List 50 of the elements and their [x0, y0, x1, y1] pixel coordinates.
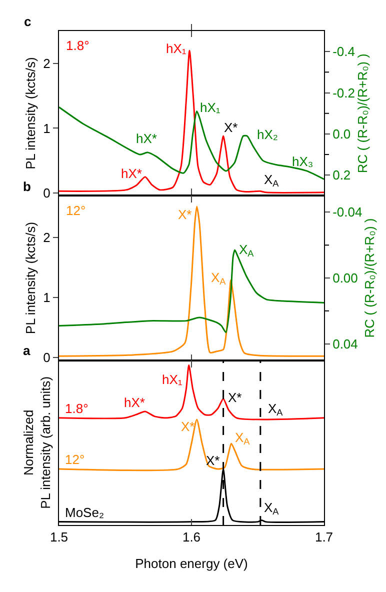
- y2-tick-label: -0.04: [332, 204, 362, 220]
- y-tick-label: 0: [43, 350, 50, 365]
- text: 1.8°: [66, 38, 90, 53]
- annotation: hX*: [124, 395, 145, 410]
- series-label: 12°: [65, 452, 85, 467]
- annotation: hX*: [121, 166, 142, 181]
- annotation: X$_{A}$: [264, 500, 280, 517]
- annotation: X$_{A}$: [235, 430, 251, 447]
- chart-title: c: [24, 14, 32, 29]
- x-tick-label: 1.6: [182, 530, 201, 545]
- y2-tick-label: -0.4: [332, 44, 356, 60]
- y-tick-label: 0: [43, 186, 50, 201]
- line-series: [59, 206, 324, 357]
- annotation: hX₁: [200, 100, 221, 115]
- annotation: X$_{A}$: [268, 401, 284, 418]
- series-label: MoSe₂: [65, 505, 104, 520]
- y-tick-label: 1: [43, 120, 50, 136]
- y-tick-label: 2: [43, 230, 50, 246]
- y2-axis-title: RC ( (R-R₀)/(R+R₀) ): [362, 218, 378, 338]
- annotation: X*: [228, 390, 242, 405]
- y2-tick-label: 0.00: [332, 270, 358, 286]
- y2-tick-label: 0.0: [332, 126, 351, 142]
- annotation: X$_{A}$: [211, 270, 227, 287]
- annotation: hX₁: [162, 372, 183, 387]
- y-tick-label: 1: [43, 290, 50, 306]
- annotation: X*: [206, 453, 220, 468]
- x-axis-title: Photon energy (eV): [135, 556, 248, 572]
- y-axis-title: PL intensity (kcts/s): [23, 57, 38, 170]
- annotation: X$_{A}$: [264, 172, 280, 189]
- y-axis-title: Normalized PL intensity (arb. units): [21, 376, 53, 509]
- annotation: hX₂: [257, 127, 278, 142]
- series-label: 1.8°: [65, 401, 88, 416]
- y-axis-title: PL intensity (kcts/s): [23, 222, 38, 334]
- x-tick-label: 1.5: [50, 530, 68, 545]
- annotation: hX*: [136, 131, 157, 146]
- y-tick-label: 2: [43, 56, 50, 71]
- y2-tick-label: -0.2: [332, 85, 356, 100]
- text: 12°: [66, 203, 86, 218]
- annotation: X*: [181, 419, 195, 434]
- y2-tick-label: 0.2: [332, 168, 351, 183]
- chart-title: a: [23, 343, 31, 358]
- x-tick-label: 1.7: [314, 530, 334, 545]
- y2-axis-title: RC ( (R-R₀)/(R+R₀) ): [355, 54, 370, 174]
- annotation: X$_{A}$: [239, 242, 255, 259]
- annotation: hX₃: [292, 154, 314, 169]
- chart-title: b: [23, 179, 31, 194]
- annotation: X*: [224, 120, 238, 135]
- annotation: hX₁: [166, 41, 187, 56]
- annotation: X*: [178, 207, 192, 222]
- y2-tick-label: 0.04: [332, 336, 358, 352]
